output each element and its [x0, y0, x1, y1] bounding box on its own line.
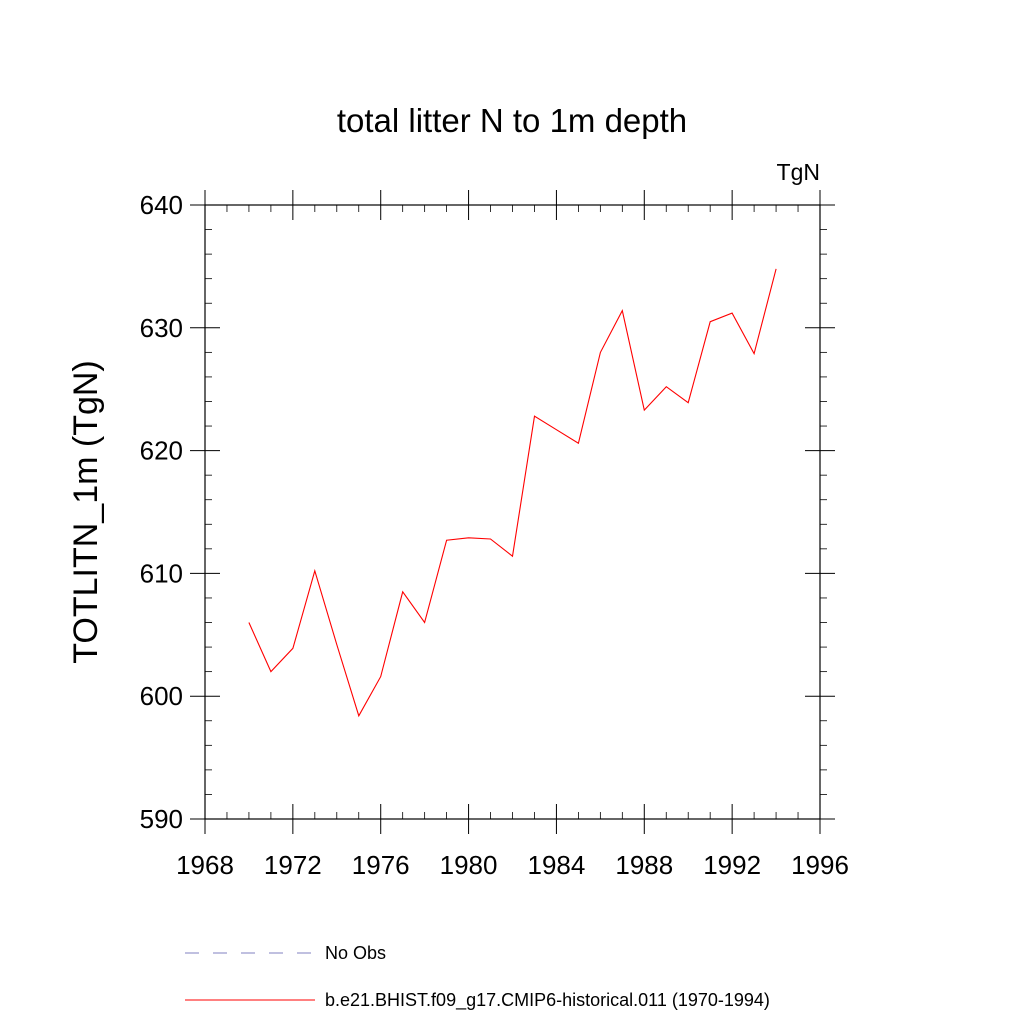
y-axis-label: TOTLITN_1m (TgN) — [67, 360, 105, 664]
x-tick-label: 1996 — [791, 850, 849, 880]
legend: No Obs b.e21.BHIST.f09_g17.CMIP6-histori… — [185, 943, 770, 1011]
x-tick-label: 1992 — [703, 850, 761, 880]
y-tick-label: 610 — [140, 558, 183, 588]
units-label: TgN — [777, 159, 820, 185]
y-tick-label: 640 — [140, 190, 183, 220]
x-tick-label: 1972 — [264, 850, 322, 880]
plot-frame — [204, 204, 821, 820]
y-tick-label: 600 — [140, 681, 183, 711]
y-tick-label: 620 — [140, 436, 183, 466]
x-tick-label: 1968 — [176, 850, 234, 880]
axis-ticks — [190, 190, 835, 834]
x-tick-label: 1980 — [440, 850, 498, 880]
legend-label-historical: b.e21.BHIST.f09_g17.CMIP6-historical.011… — [325, 990, 770, 1011]
series-line-historical — [248, 268, 777, 718]
x-tick-label: 1976 — [352, 850, 410, 880]
x-tick-label: 1984 — [528, 850, 586, 880]
series-layer — [248, 268, 777, 718]
y-tick-label: 630 — [140, 313, 183, 343]
chart-title: total litter N to 1m depth — [337, 102, 687, 139]
x-tick-label: 1988 — [615, 850, 673, 880]
tick-labels: 1968 1972 1976 1980 1984 1988 1992 1996 590 600 61… — [140, 190, 849, 880]
legend-label-no-obs: No Obs — [325, 943, 386, 963]
y-tick-label: 590 — [140, 804, 183, 834]
